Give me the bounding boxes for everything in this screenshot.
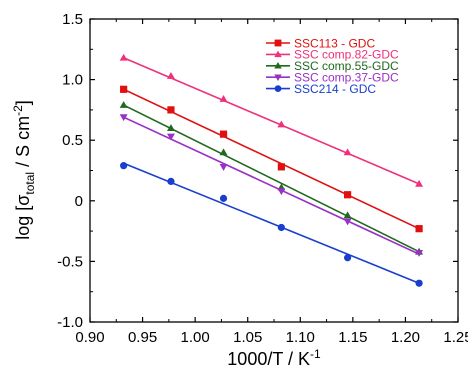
y-tick-label: 0 [75,193,83,210]
data-point [120,54,128,61]
legend-marker [275,40,282,47]
x-axis-title: 1000/T / K-1 [227,347,321,369]
y-axis-title-part3: ] [13,100,33,105]
x-tick-label: 1.10 [286,329,315,346]
x-axis-title-sup: -1 [310,347,321,361]
x-tick-label: 1.20 [391,329,420,346]
y-tick-label: -1.0 [57,314,83,331]
data-point [220,131,227,138]
data-point [120,162,127,169]
y-tick-label: 1.0 [62,72,83,89]
legend-marker [275,85,282,92]
y-tick-label: -0.5 [57,253,83,270]
x-tick-label: 0.90 [75,329,104,346]
legend-label: SSC214 - GDC [294,82,376,96]
data-point [120,86,127,93]
series-group [120,101,423,254]
legend-item: SSC214 - GDC [266,82,376,96]
data-point [415,225,422,232]
x-tick-label: 1.25 [443,329,468,346]
data-point [344,254,351,261]
data-point [167,72,175,79]
data-point [278,224,285,231]
y-tick-label: 0.5 [62,132,83,149]
fit-line [124,105,419,252]
data-point [344,191,351,198]
series-group [120,86,423,233]
data-point [220,195,227,202]
y-tick-label: 1.5 [62,11,83,28]
data-point [120,101,128,108]
y-axis-title: log [σtotal / S cm-2] [11,100,37,240]
x-tick-label: 1.00 [181,329,210,346]
data-point [167,106,174,113]
data-point [278,163,285,170]
x-tick-label: 0.95 [128,329,157,346]
fit-line [124,117,419,254]
y-axis-title-sup: -2 [11,105,25,116]
data-point [220,164,228,171]
x-tick-label: 1.05 [233,329,262,346]
x-tick-label: 1.15 [338,329,367,346]
y-axis-title-sub: total [23,172,37,195]
x-axis-title-main: 1000/T / K [227,349,310,369]
y-axis-title-part1: log [σ [13,195,33,240]
series-group [120,114,423,257]
data-point [220,148,228,155]
data-point [415,280,422,287]
series-group [120,162,423,287]
y-axis-title-part2: / S cm [13,116,33,172]
data-point [167,178,174,185]
